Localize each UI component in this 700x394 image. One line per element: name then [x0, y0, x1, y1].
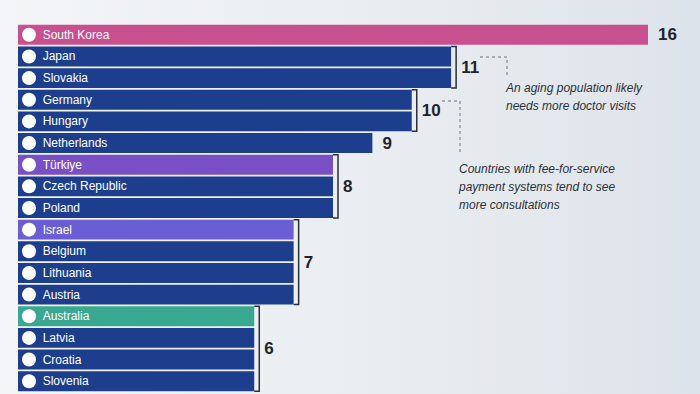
- svg-text:Netherlands: Netherlands: [43, 136, 108, 150]
- svg-text:Slovenia: Slovenia: [43, 374, 89, 388]
- svg-text:Latvia: Latvia: [43, 331, 75, 345]
- svg-text:Türkiye: Türkiye: [43, 158, 83, 172]
- svg-text:Croatia: Croatia: [43, 353, 82, 367]
- svg-text:needs more doctor visits: needs more doctor visits: [506, 99, 636, 113]
- svg-text:South Korea: South Korea: [43, 28, 110, 42]
- svg-text:Belgium: Belgium: [43, 244, 86, 258]
- svg-text:more consultations: more consultations: [459, 198, 560, 212]
- svg-text:16: 16: [658, 25, 677, 44]
- svg-text:Israel: Israel: [43, 223, 72, 237]
- svg-text:An aging population likely: An aging population likely: [505, 81, 643, 95]
- svg-text:Austria: Austria: [43, 288, 81, 302]
- svg-text:payment systems tend to see: payment systems tend to see: [458, 180, 615, 194]
- svg-text:Japan: Japan: [43, 49, 76, 63]
- svg-text:7: 7: [304, 253, 313, 272]
- svg-text:10: 10: [422, 101, 441, 120]
- svg-text:8: 8: [343, 177, 352, 196]
- svg-text:Hungary: Hungary: [43, 114, 88, 128]
- svg-text:6: 6: [264, 339, 273, 358]
- svg-text:Slovakia: Slovakia: [43, 71, 89, 85]
- svg-text:Lithuania: Lithuania: [43, 266, 92, 280]
- svg-text:Australia: Australia: [43, 309, 90, 323]
- svg-text:11: 11: [461, 58, 479, 77]
- svg-text:Poland: Poland: [43, 201, 80, 215]
- svg-text:9: 9: [382, 134, 391, 153]
- svg-text:Germany: Germany: [43, 93, 92, 107]
- svg-text:Countries with fee-for-service: Countries with fee-for-service: [459, 162, 615, 176]
- svg-text:Czech Republic: Czech Republic: [43, 179, 127, 193]
